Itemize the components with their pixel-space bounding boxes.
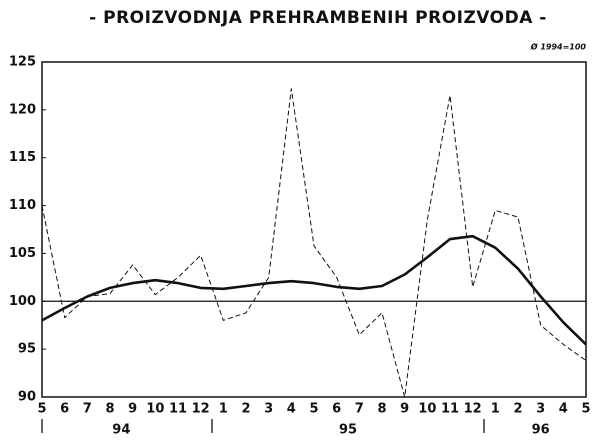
x-tick-label: 1 (219, 402, 228, 417)
y-tick-label: 120 (9, 102, 36, 117)
x-tick-label: 9 (128, 402, 137, 417)
x-tick-label: 4 (287, 402, 296, 417)
y-tick-label: 115 (9, 150, 36, 165)
x-tick-label: 10 (418, 402, 436, 417)
x-tick-label: 8 (105, 402, 114, 417)
plot-frame (41, 61, 587, 398)
x-tick-label: 11 (441, 402, 459, 417)
x-tick-label: 6 (332, 402, 341, 417)
y-tick-label: 90 (18, 390, 36, 405)
annotation: Ø 1994=100 (530, 42, 587, 52)
trend-line (41, 234, 587, 346)
chart-title: - PROIZVODNJA PREHRAMBENIH PROIZVODA - (89, 8, 547, 28)
x-tick-label: 4 (559, 402, 568, 417)
y-tick-label: 125 (9, 55, 36, 70)
y-tick-label: 110 (9, 198, 36, 213)
year-label: 96 (532, 423, 550, 438)
x-tick-label: 1 (491, 402, 500, 417)
x-tick-label: 7 (355, 402, 364, 417)
x-tick-label: 3 (264, 402, 273, 417)
x-tick-label: 2 (513, 402, 522, 417)
dashed-line (41, 88, 587, 398)
x-tick-label: 5 (581, 402, 590, 417)
x-tick-label: 2 (241, 402, 250, 417)
x-tick-label: 12 (464, 402, 482, 417)
x-tick-label: 6 (60, 402, 69, 417)
x-tick-label: 7 (83, 402, 92, 417)
x-tick-label: 3 (536, 402, 545, 417)
x-tick-label: 10 (146, 402, 164, 417)
x-tick-label: 12 (192, 402, 210, 417)
x-tick-label: 9 (400, 402, 409, 417)
x-tick-label: 5 (37, 402, 46, 417)
y-tick-label: 105 (9, 246, 36, 261)
year-label: 95 (339, 423, 357, 438)
y-tick-label: 100 (9, 294, 36, 309)
x-tick-label: 5 (309, 402, 318, 417)
x-tick-label: 8 (377, 402, 386, 417)
year-label: 94 (112, 423, 130, 438)
y-tick-label: 95 (18, 342, 36, 357)
x-tick-label: 11 (169, 402, 187, 417)
